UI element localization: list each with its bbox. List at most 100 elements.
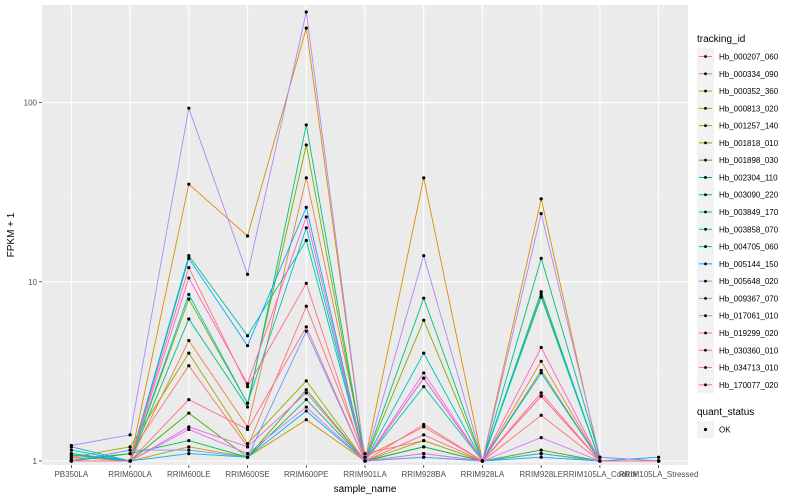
y-tick-label: 10 xyxy=(28,278,37,287)
legend-key-point xyxy=(704,210,707,214)
legend-label: Hb_002304_110 xyxy=(719,173,778,182)
legend-key-point xyxy=(704,89,707,93)
data-point xyxy=(69,443,73,448)
legend-label: Hb_001818_010 xyxy=(719,139,779,148)
legend-label: Hb_017061_010 xyxy=(719,312,779,321)
data-point xyxy=(304,10,308,14)
data-point xyxy=(245,385,250,389)
data-point xyxy=(187,106,191,110)
data-point xyxy=(187,297,191,301)
data-point xyxy=(187,276,191,280)
legend-label: Hb_001257_140 xyxy=(719,122,779,131)
data-point xyxy=(187,256,191,261)
data-point xyxy=(304,388,308,392)
data-point xyxy=(187,265,191,270)
data-points xyxy=(69,10,661,463)
legend-title: tracking_id xyxy=(697,34,745,45)
legend-key-point xyxy=(704,55,707,58)
data-point xyxy=(128,445,132,449)
data-point xyxy=(539,256,543,261)
gridlines xyxy=(42,5,688,465)
data-point xyxy=(187,364,191,368)
data-point xyxy=(422,176,426,180)
y-axis-title: FPKM + 1 xyxy=(6,212,17,257)
legend-quant-status: quant_status OK xyxy=(697,407,754,438)
data-point xyxy=(245,234,250,238)
data-point xyxy=(187,398,191,402)
legend-key-point xyxy=(704,262,707,266)
data-point xyxy=(128,451,132,456)
legend-label: Hb_009367_070 xyxy=(719,294,779,303)
data-point xyxy=(304,226,308,230)
data-point xyxy=(422,445,426,449)
data-point xyxy=(539,295,543,299)
legend-label: Hb_019299_020 xyxy=(719,329,779,338)
data-point xyxy=(657,459,661,463)
data-point xyxy=(187,253,191,258)
x-tick-label: PB350LA xyxy=(54,470,88,479)
data-point xyxy=(657,455,661,459)
data-point xyxy=(304,418,308,422)
data-point xyxy=(304,281,308,285)
data-point xyxy=(363,455,367,459)
data-point xyxy=(422,422,426,427)
legend-key-point xyxy=(704,348,707,352)
data-point xyxy=(187,425,191,429)
data-point xyxy=(363,459,367,463)
x-tick-label: RRIM600LE xyxy=(167,470,211,479)
x-tick-label: RRIM105LA_Control xyxy=(563,470,637,479)
legend-key-point xyxy=(704,331,707,335)
data-point xyxy=(422,433,426,437)
data-point xyxy=(187,427,191,432)
legend-key-point xyxy=(704,314,707,318)
data-point xyxy=(304,391,308,395)
data-point xyxy=(69,451,73,456)
y-axis: 1 10 100 xyxy=(24,99,42,466)
legend-key-point xyxy=(704,245,707,248)
data-point xyxy=(422,376,426,380)
data-point xyxy=(480,459,485,463)
data-point xyxy=(422,455,426,459)
x-tick-label: RRIM928LA xyxy=(461,470,505,479)
x-tick-label: RRIM928LE xyxy=(519,470,563,479)
data-point xyxy=(422,385,426,389)
legend-key-point xyxy=(704,124,707,128)
legend-label: Hb_000207_060 xyxy=(719,53,779,62)
legend-key-point xyxy=(704,297,707,300)
data-point xyxy=(245,445,250,449)
data-point xyxy=(539,413,543,417)
data-point xyxy=(245,451,250,456)
data-point xyxy=(245,401,250,405)
data-point xyxy=(245,455,250,459)
legend-tracking-id: tracking_id Hb_000207_060 Hb_000334_090 Hb… xyxy=(697,34,779,394)
data-point xyxy=(304,379,308,383)
data-point xyxy=(187,451,191,456)
data-point xyxy=(187,317,191,321)
data-point xyxy=(245,272,250,276)
data-point xyxy=(304,143,308,147)
data-point xyxy=(304,409,308,413)
data-point xyxy=(539,455,543,459)
data-point xyxy=(245,405,250,409)
legend-label: Hb_005648_020 xyxy=(719,277,779,286)
data-point xyxy=(539,371,543,375)
data-point xyxy=(422,296,426,300)
data-point xyxy=(539,292,543,297)
data-point xyxy=(539,359,543,363)
x-axis: PB350LA RRIM600LA RRIM600LE RRIM600SE RRIM60… xyxy=(54,465,698,479)
data-point xyxy=(304,405,308,409)
legend-label: Hb_003090_220 xyxy=(719,191,779,200)
data-point xyxy=(304,238,308,243)
data-point xyxy=(422,451,426,456)
data-point xyxy=(539,448,543,452)
data-point xyxy=(422,351,426,355)
legend-label: Hb_030360_010 xyxy=(719,346,779,355)
legend-label: Hb_005144_150 xyxy=(719,260,779,269)
data-point xyxy=(539,345,543,350)
legend-key-point xyxy=(704,383,707,387)
data-point xyxy=(187,338,191,343)
data-point xyxy=(245,425,250,429)
data-point xyxy=(539,197,543,201)
data-point xyxy=(245,427,250,432)
